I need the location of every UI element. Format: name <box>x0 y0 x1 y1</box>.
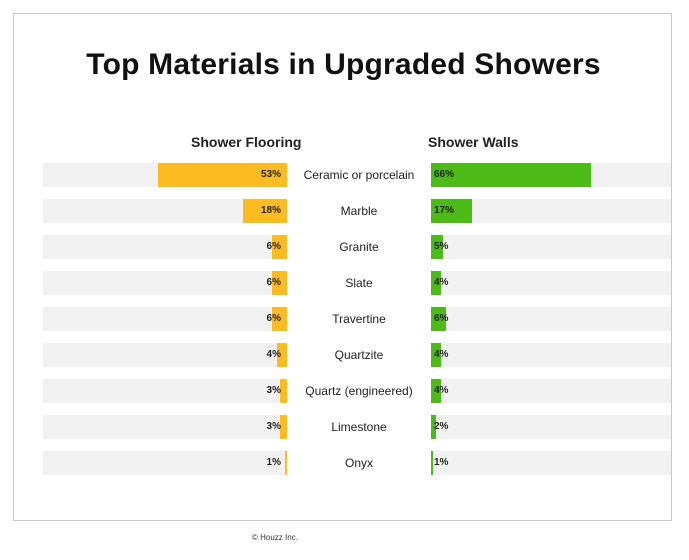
chart-title: Top Materials in Upgraded Showers <box>86 48 601 81</box>
flooring-bar <box>279 415 287 439</box>
chart-row: 3% Limestone 2% <box>14 415 671 439</box>
category-label: Limestone <box>331 420 387 434</box>
flooring-track: 53% <box>43 163 287 187</box>
flooring-value-label: 3% <box>266 385 281 396</box>
walls-value-label: 4% <box>434 277 449 288</box>
chart-row: 6% Granite 5% <box>14 235 671 259</box>
walls-bar <box>431 379 441 403</box>
walls-bar <box>431 271 441 295</box>
chart-row: 4% Quartzite 4% <box>14 343 671 367</box>
walls-bar <box>431 199 473 223</box>
copyright-footer: © Houzz Inc. <box>252 533 298 542</box>
walls-value-label: 1% <box>434 457 449 468</box>
series-header-walls: Shower Walls <box>428 134 519 150</box>
chart-frame: Top Materials in Upgraded Showers Shower… <box>13 13 672 521</box>
walls-value-label: 4% <box>434 349 449 360</box>
flooring-track: 6% <box>43 235 287 259</box>
flooring-track: 18% <box>43 199 287 223</box>
series-header-flooring: Shower Flooring <box>191 134 302 150</box>
flooring-track: 6% <box>43 271 287 295</box>
walls-track: 4% <box>431 379 671 403</box>
walls-value-label: 17% <box>434 205 455 216</box>
walls-value-label: 5% <box>434 241 449 252</box>
flooring-track: 6% <box>43 307 287 331</box>
flooring-bar <box>243 199 287 223</box>
walls-track: 4% <box>431 271 671 295</box>
walls-bar <box>431 343 441 367</box>
category-label: Quartz (engineered) <box>305 384 413 398</box>
category-label: Onyx <box>344 456 373 470</box>
chart-row: 6% Travertine 6% <box>14 307 671 331</box>
walls-bar <box>431 235 444 259</box>
flooring-bar <box>272 271 287 295</box>
flooring-bar <box>272 235 287 259</box>
chart-row: 3% Quartz (engineered) 4% <box>14 379 671 403</box>
category-label: Granite <box>339 240 379 254</box>
walls-value-label: 4% <box>434 385 449 396</box>
flooring-bar <box>157 163 287 187</box>
category-label: Travertine <box>332 312 386 326</box>
flooring-value-label: 6% <box>266 277 281 288</box>
flooring-value-label: 1% <box>266 457 281 468</box>
flooring-value-label: 53% <box>260 169 281 180</box>
flooring-value-label: 3% <box>266 421 281 432</box>
chart-row: 1% Onyx 1% <box>14 451 671 475</box>
walls-track: 5% <box>431 235 671 259</box>
flooring-value-label: 6% <box>266 241 281 252</box>
flooring-track: 3% <box>43 379 287 403</box>
walls-track: 66% <box>431 163 671 187</box>
flooring-value-label: 6% <box>266 313 281 324</box>
flooring-track: 1% <box>43 451 287 475</box>
walls-track: 17% <box>431 199 671 223</box>
walls-track: 1% <box>431 451 671 475</box>
walls-track: 4% <box>431 343 671 367</box>
flooring-track: 4% <box>43 343 287 367</box>
walls-bar <box>431 307 446 331</box>
walls-value-label: 66% <box>434 169 455 180</box>
category-label: Marble <box>340 204 378 218</box>
walls-value-label: 6% <box>434 313 449 324</box>
flooring-bar <box>279 379 287 403</box>
flooring-bar <box>277 343 287 367</box>
flooring-bar <box>272 307 287 331</box>
category-label: Slate <box>345 276 373 290</box>
walls-bar <box>431 451 434 475</box>
chart-row: 53% Ceramic or porcelain 66% <box>14 163 671 187</box>
flooring-value-label: 18% <box>260 205 281 216</box>
walls-track: 6% <box>431 307 671 331</box>
walls-value-label: 2% <box>434 421 449 432</box>
chart-row: 6% Slate 4% <box>14 271 671 295</box>
walls-bar <box>431 415 436 439</box>
walls-track: 2% <box>431 415 671 439</box>
flooring-value-label: 4% <box>266 349 281 360</box>
category-label: Ceramic or porcelain <box>303 168 415 182</box>
flooring-bar <box>284 451 287 475</box>
chart-row: 18% Marble 17% <box>14 199 671 223</box>
walls-bar <box>431 163 591 187</box>
category-label: Quartzite <box>334 348 384 362</box>
flooring-track: 3% <box>43 415 287 439</box>
